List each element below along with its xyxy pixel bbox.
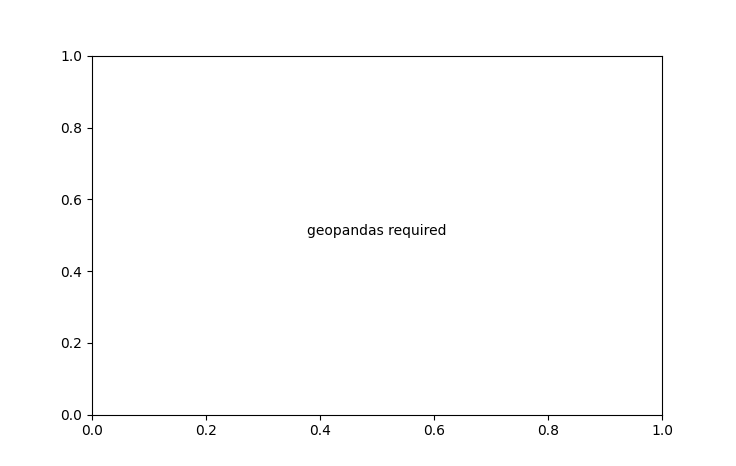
Text: geopandas required: geopandas required	[308, 224, 447, 238]
